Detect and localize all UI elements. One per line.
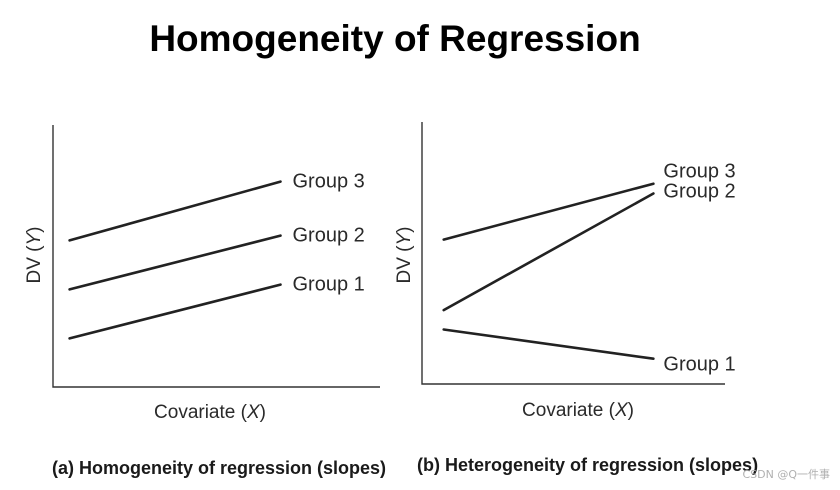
panel-b-caption: (b) Heterogeneity of regression (slopes): [417, 455, 758, 475]
panel-b-series-label-1: Group 3: [663, 161, 735, 183]
panel-a-y-axis-label: DV (Y): [24, 226, 45, 283]
panel-a-axes: [52, 125, 380, 388]
panel-b-series-line-2: [442, 192, 655, 312]
panel-a-series-line-3: [68, 283, 282, 340]
panel-a-series-label-3: Group 1: [293, 274, 365, 296]
panel-a-series-line-2: [68, 234, 282, 291]
panel-b-x-axis-label: Covariate (X): [522, 400, 634, 421]
panel-a-series-line-1: [68, 180, 282, 242]
panel-b-series-line-3: [442, 328, 655, 361]
panel-b-axes: [421, 122, 725, 385]
panel-b-series-label-3: Group 1: [663, 354, 735, 376]
panel-a-caption: (a) Homogeneity of regression (slopes): [52, 458, 386, 478]
panel-b-series-line-1: [442, 182, 655, 241]
watermark: CSDN @Q一件事: [742, 468, 830, 481]
panel-a-series-label-2: Group 2: [293, 225, 365, 247]
panel-a-x-axis-label: Covariate (X): [154, 402, 266, 423]
panel-a-series-label-1: Group 3: [293, 171, 365, 193]
panel-b-series-label-2: Group 2: [663, 181, 735, 203]
panel-b-y-axis-label: DV (Y): [394, 226, 415, 283]
page-title: Homogeneity of Regression: [149, 18, 641, 59]
